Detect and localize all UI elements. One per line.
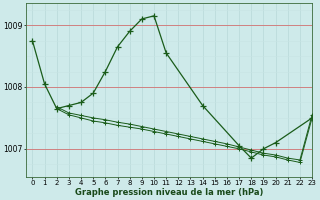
X-axis label: Graphe pression niveau de la mer (hPa): Graphe pression niveau de la mer (hPa) [75,188,263,197]
